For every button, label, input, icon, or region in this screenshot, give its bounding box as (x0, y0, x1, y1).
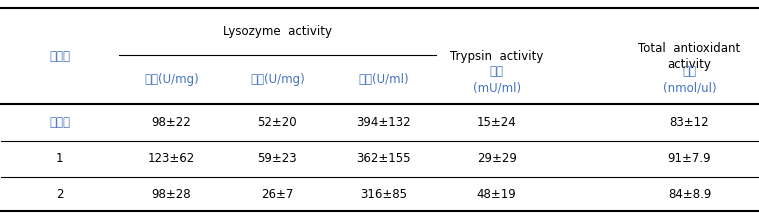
Text: 84±8.9: 84±8.9 (668, 188, 711, 201)
Text: 123±62: 123±62 (148, 152, 195, 165)
Text: 비장(U/mg): 비장(U/mg) (250, 73, 305, 86)
Text: 59±23: 59±23 (257, 152, 298, 165)
Text: 394±132: 394±132 (356, 116, 411, 129)
Text: 양식장: 양식장 (49, 49, 70, 62)
Text: Total  antioxidant
activity: Total antioxidant activity (638, 41, 741, 71)
Text: 1: 1 (56, 152, 63, 165)
Text: 83±12: 83±12 (669, 116, 710, 129)
Text: 98±22: 98±22 (152, 116, 191, 129)
Text: 48±19: 48±19 (477, 188, 517, 201)
Text: 15±24: 15±24 (477, 116, 517, 129)
Text: 혈청
(mU/ml): 혈청 (mU/ml) (473, 65, 521, 94)
Text: 혈청
(nmol/ul): 혈청 (nmol/ul) (663, 65, 716, 94)
Text: 신장(U/mg): 신장(U/mg) (144, 73, 199, 86)
Text: 대조구: 대조구 (49, 116, 70, 129)
Text: 362±155: 362±155 (356, 152, 411, 165)
Text: 2: 2 (56, 188, 63, 201)
Text: 29±29: 29±29 (477, 152, 517, 165)
Text: 52±20: 52±20 (257, 116, 298, 129)
Text: Lysozyme  activity: Lysozyme activity (223, 25, 332, 38)
Text: 혈청(U/ml): 혈청(U/ml) (358, 73, 408, 86)
Text: 316±85: 316±85 (360, 188, 407, 201)
Text: Trypsin  activity: Trypsin activity (450, 49, 543, 62)
Text: 98±28: 98±28 (152, 188, 191, 201)
Text: 91±7.9: 91±7.9 (668, 152, 711, 165)
Text: 26±7: 26±7 (261, 188, 294, 201)
